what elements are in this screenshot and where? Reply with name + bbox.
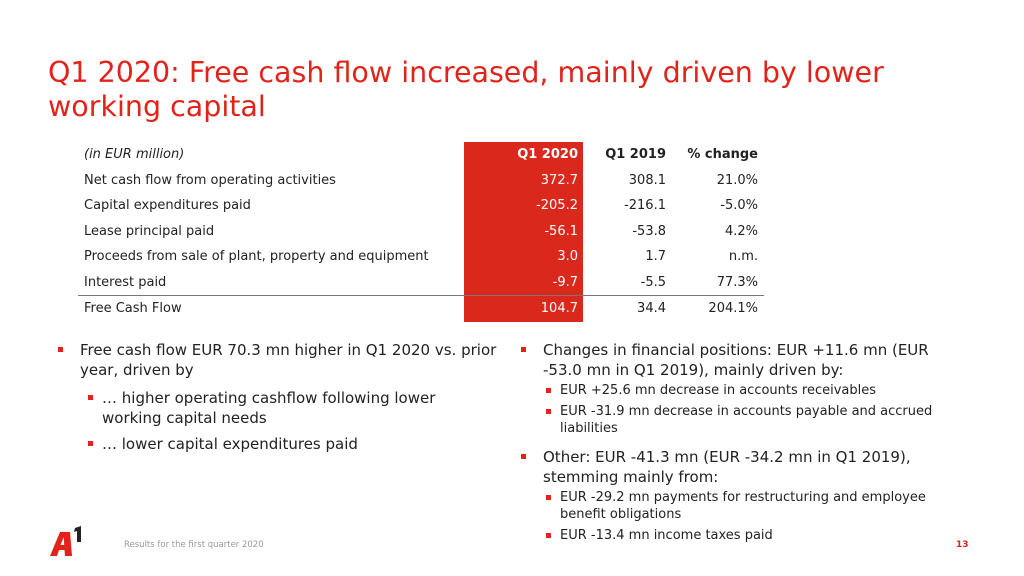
- table-row: Proceeds from sale of plant, property an…: [78, 244, 764, 270]
- cell: 204.1%: [672, 295, 764, 322]
- total-row: Free Cash Flow 104.7 34.4 204.1%: [78, 295, 764, 322]
- page-number: 13: [956, 540, 969, 550]
- row-label: Free Cash Flow: [78, 295, 465, 322]
- table-row: Lease principal paid -56.1 -53.8 4.2%: [78, 219, 764, 245]
- row-label: Capital expenditures paid: [84, 198, 251, 214]
- cash-flow-table: (in EUR million) Q1 2020 Q1 2019 % chang…: [78, 142, 764, 322]
- row-label: Interest paid: [84, 274, 167, 290]
- row-label: Lease principal paid: [84, 223, 215, 239]
- cell: 3.0: [557, 249, 578, 265]
- footer-text: Results for the first quarter 2020: [124, 540, 264, 550]
- cell: -56.1: [544, 223, 578, 239]
- a1-logo: [48, 526, 86, 562]
- col-q1-2019: Q1 2019: [605, 147, 666, 163]
- cell: -5.0%: [720, 198, 758, 214]
- table-row: Interest paid -9.7 -5.5 77.3%: [78, 270, 764, 296]
- sub-bullet: EUR -13.4 mn income taxes paid: [546, 527, 961, 544]
- sub-bullet: EUR +25.6 mn decrease in accounts receiv…: [546, 382, 961, 399]
- cell: -9.7: [552, 274, 578, 290]
- cell: 104.7: [465, 295, 584, 322]
- cell: -216.1: [624, 198, 666, 214]
- sub-bullet: EUR -29.2 mn payments for restructuring …: [546, 489, 961, 523]
- right-bullets: Changes in financial positions: EUR +11.…: [521, 340, 961, 544]
- cell: 1.7: [645, 249, 666, 265]
- cell: 34.4: [584, 295, 672, 322]
- row-label: Proceeds from sale of plant, property an…: [84, 249, 429, 265]
- cell: -205.2: [536, 198, 578, 214]
- table-header: (in EUR million) Q1 2020 Q1 2019 % chang…: [78, 142, 764, 168]
- col-change: % change: [687, 147, 758, 163]
- cell: 308.1: [628, 172, 666, 188]
- cell: 21.0%: [716, 172, 758, 188]
- table-row: Net cash flow from operating activities 3…: [78, 168, 764, 194]
- cell: 372.7: [540, 172, 578, 188]
- left-bullets: Free cash flow EUR 70.3 mn higher in Q1 …: [58, 340, 498, 454]
- cell: 4.2%: [724, 223, 758, 239]
- bullet: Other: EUR -41.3 mn (EUR -34.2 mn in Q1 …: [521, 447, 961, 487]
- sub-bullet: … higher operating cashflow following lo…: [88, 388, 498, 428]
- sub-bullet: … lower capital expenditures paid: [88, 434, 498, 454]
- cell: -5.5: [640, 274, 666, 290]
- sub-bullet: EUR -31.9 mn decrease in accounts payabl…: [546, 403, 961, 437]
- bullet: Changes in financial positions: EUR +11.…: [521, 340, 961, 380]
- cell: 77.3%: [716, 274, 758, 290]
- unit-label: (in EUR million): [84, 147, 185, 163]
- cell: n.m.: [728, 249, 758, 265]
- cell: -53.8: [632, 223, 666, 239]
- row-label: Net cash flow from operating activities: [84, 172, 336, 188]
- col-q1-2020: Q1 2020: [517, 147, 578, 163]
- table-row: Capital expenditures paid -205.2 -216.1 -5.…: [78, 193, 764, 219]
- slide-title: Q1 2020: Free cash flow increased, mainl…: [48, 56, 884, 123]
- highlight-column: [464, 142, 583, 322]
- bullet: Free cash flow EUR 70.3 mn higher in Q1 …: [58, 340, 498, 380]
